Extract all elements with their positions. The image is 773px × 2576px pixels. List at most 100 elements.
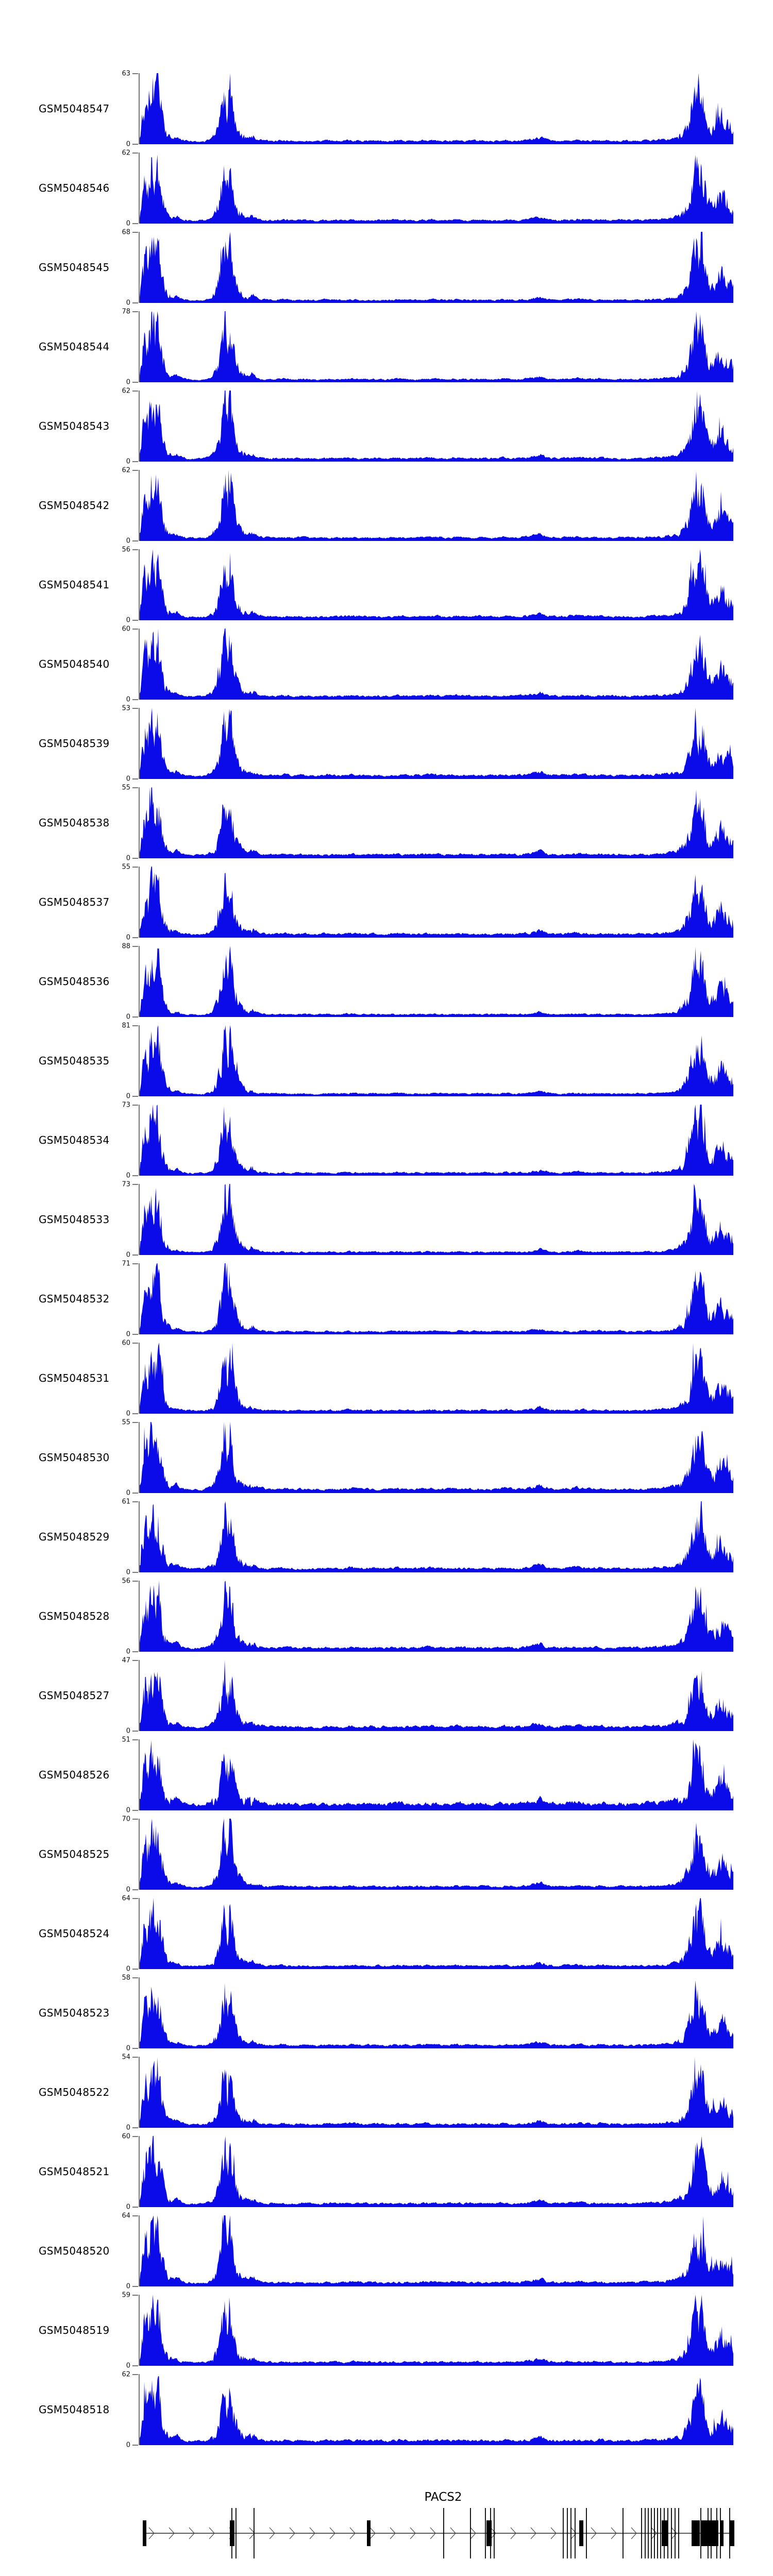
strand-arrow-icon xyxy=(189,2527,195,2539)
exon-block xyxy=(579,2520,583,2546)
track-ymin-value: 0 xyxy=(126,1410,130,1418)
track-row: GSM5048540 60 0 xyxy=(31,625,742,708)
exon-block xyxy=(720,2520,724,2546)
axis-tick-bottom xyxy=(132,937,138,938)
track-row: GSM5048528 56 0 xyxy=(31,1578,742,1660)
track-label: GSM5048539 xyxy=(39,737,110,750)
y-axis-line xyxy=(139,1422,140,1493)
coverage-signal xyxy=(140,1184,733,1255)
track-ymax-value: 55 xyxy=(122,863,130,871)
track-ymax-value: 70 xyxy=(122,1815,130,1823)
track-label: GSM5048519 xyxy=(39,2324,110,2336)
axis-tick-bottom xyxy=(132,1651,138,1652)
track-ymax-value: 64 xyxy=(122,1894,130,1903)
y-axis-line xyxy=(139,311,140,382)
coverage-signal xyxy=(140,2057,733,2128)
axis-tick-bottom xyxy=(132,144,138,145)
track-label: GSM5048530 xyxy=(39,1451,110,1464)
track-ymin-value: 0 xyxy=(126,378,130,386)
track-ymax-value: 51 xyxy=(122,1736,130,1744)
transcript-exon-line xyxy=(570,2508,572,2558)
axis-tick-bottom xyxy=(132,540,138,541)
coverage-signal xyxy=(140,311,733,382)
axis-tick-bottom xyxy=(132,461,138,462)
track-row: GSM5048537 55 0 xyxy=(31,863,742,946)
track-label: GSM5048524 xyxy=(39,1927,110,1940)
y-axis-line xyxy=(139,1263,140,1334)
track-ymin-value: 0 xyxy=(126,219,130,228)
axis-tick-top xyxy=(132,1343,138,1344)
track-label: GSM5048540 xyxy=(39,658,110,670)
track-ymin-value: 0 xyxy=(126,299,130,307)
gene-model-track xyxy=(143,2508,734,2558)
track-row: GSM5048544 78 0 xyxy=(31,308,742,391)
strand-arrow-icon xyxy=(570,2527,577,2539)
track-ymax-value: 78 xyxy=(122,308,130,316)
strand-arrow-icon xyxy=(390,2527,396,2539)
track-row: GSM5048532 71 0 xyxy=(31,1260,742,1343)
axis-tick-top xyxy=(132,1501,138,1502)
transcript-exon-line xyxy=(567,2508,568,2558)
coverage-signal xyxy=(140,629,733,700)
coverage-signal xyxy=(140,1819,733,1890)
strand-arrow-icon xyxy=(369,2527,376,2539)
strand-arrow-icon xyxy=(510,2527,516,2539)
track-ymin-value: 0 xyxy=(126,775,130,783)
y-axis-line xyxy=(139,1184,140,1255)
track-label: GSM5048521 xyxy=(39,2165,110,2178)
track-ymax-value: 88 xyxy=(122,942,130,951)
track-row: GSM5048533 73 0 xyxy=(31,1180,742,1263)
exon-block xyxy=(662,2520,668,2546)
transcript-exon-line xyxy=(236,2508,237,2558)
strand-arrow-icon xyxy=(651,2527,657,2539)
axis-tick-bottom xyxy=(132,1731,138,1732)
track-ymin-value: 0 xyxy=(126,2044,130,2053)
axis-tick-top xyxy=(132,470,138,471)
coverage-signal xyxy=(140,549,733,620)
coverage-signal xyxy=(140,1263,733,1334)
track-row: GSM5048539 53 0 xyxy=(31,705,742,787)
transcript-exon-line xyxy=(671,2508,672,2558)
track-ymax-value: 54 xyxy=(122,2053,130,2061)
track-row: GSM5048526 51 0 xyxy=(31,1736,742,1819)
coverage-signal xyxy=(140,73,733,144)
axis-tick-top xyxy=(132,391,138,392)
transcript-exon-line xyxy=(623,2508,624,2558)
track-ymin-value: 0 xyxy=(126,1727,130,1735)
strand-arrow-icon xyxy=(410,2527,416,2539)
exon-block xyxy=(143,2520,146,2546)
axis-tick-bottom xyxy=(132,2048,138,2049)
y-axis-line xyxy=(139,867,140,938)
track-ymin-value: 0 xyxy=(126,2203,130,2211)
axis-tick-bottom xyxy=(132,1334,138,1335)
y-axis-line xyxy=(139,152,140,224)
coverage-signal xyxy=(140,708,733,779)
exon-block xyxy=(692,2520,700,2546)
axis-tick-bottom xyxy=(132,1572,138,1573)
track-label: GSM5048523 xyxy=(39,2007,110,2019)
track-ymax-value: 71 xyxy=(122,1260,130,1268)
track-label: GSM5048531 xyxy=(39,1372,110,1384)
transcript-exon-line xyxy=(485,2508,486,2558)
axis-tick-bottom xyxy=(132,858,138,859)
axis-tick-bottom xyxy=(132,1969,138,1970)
axis-tick-top xyxy=(132,2374,138,2375)
track-label: GSM5048528 xyxy=(39,1610,110,1622)
track-label: GSM5048541 xyxy=(39,579,110,591)
track-label: GSM5048518 xyxy=(39,2403,110,2416)
axis-tick-top xyxy=(132,311,138,312)
y-axis-line xyxy=(139,1977,140,2048)
track-label: GSM5048525 xyxy=(39,1848,110,1860)
axis-tick-bottom xyxy=(132,2365,138,2366)
coverage-signal xyxy=(140,155,733,224)
strand-arrow-icon xyxy=(530,2527,536,2539)
track-row: GSM5048543 62 0 xyxy=(31,387,742,470)
transcript-exon-line xyxy=(645,2508,646,2558)
track-ymax-value: 73 xyxy=(122,1180,130,1189)
strand-arrow-icon xyxy=(309,2527,315,2539)
track-ymax-value: 59 xyxy=(122,2291,130,2299)
track-row: GSM5048538 55 0 xyxy=(31,784,742,867)
track-label: GSM5048545 xyxy=(39,261,110,274)
track-label: GSM5048522 xyxy=(39,2086,110,2098)
